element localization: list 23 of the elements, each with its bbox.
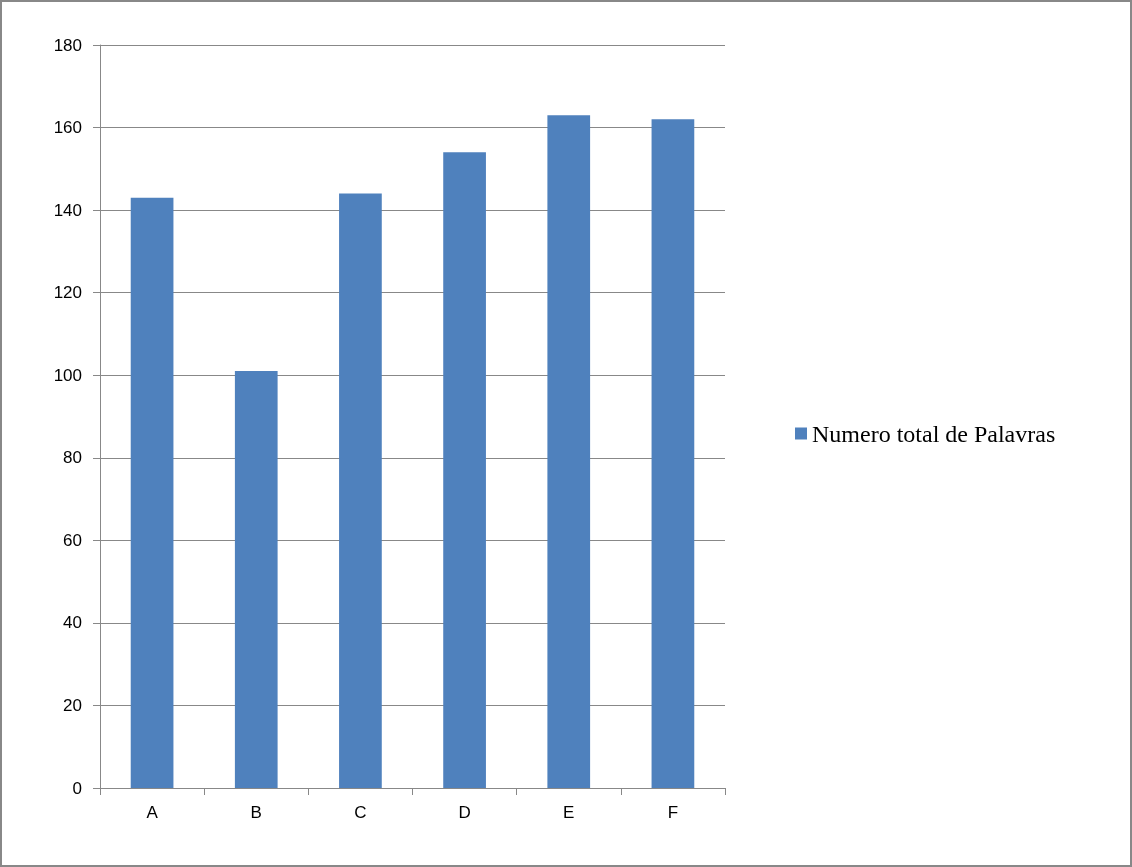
y-tick-label: 180 — [53, 35, 82, 55]
bar — [547, 115, 591, 788]
x-tick-label: D — [458, 803, 471, 822]
bar — [443, 152, 486, 788]
x-tick-label: B — [250, 803, 262, 822]
y-tick-label: 140 — [53, 200, 82, 220]
bar — [234, 371, 278, 788]
y-tick-label: 100 — [53, 365, 82, 385]
y-tick-label: 120 — [53, 283, 82, 303]
y-tick-label: 60 — [63, 530, 82, 550]
bar — [339, 193, 382, 788]
bar — [130, 197, 174, 788]
x-tick-label: C — [354, 803, 367, 822]
bar — [651, 119, 695, 788]
x-tick-label: A — [146, 803, 159, 822]
legend-label: Numero total de Palavras — [812, 420, 1056, 447]
y-tick-label: 160 — [53, 118, 82, 138]
y-tick-label: 80 — [63, 448, 82, 468]
y-tick-label: 40 — [63, 613, 82, 633]
y-tick-label: 0 — [72, 778, 82, 798]
y-tick-label: 20 — [63, 695, 82, 715]
x-tick-label: F — [667, 803, 679, 822]
x-tick-label: E — [563, 803, 575, 822]
